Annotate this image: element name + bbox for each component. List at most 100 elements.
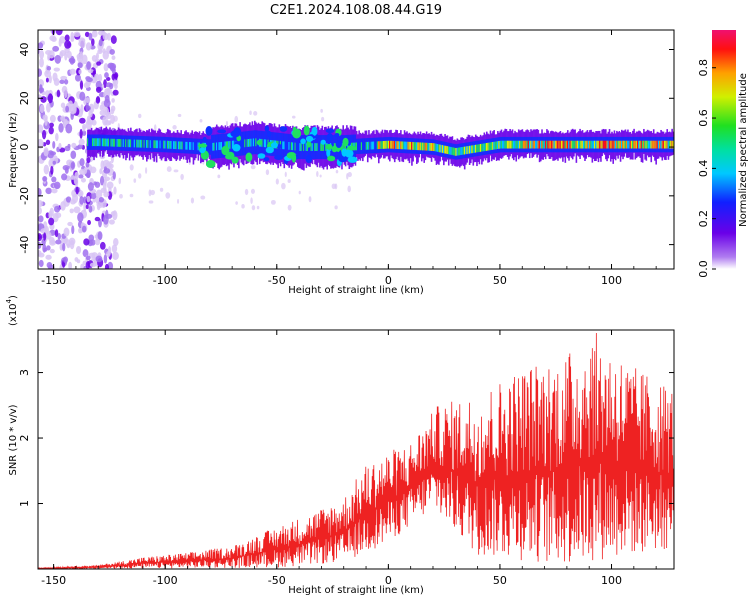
spectrogram-cell	[114, 138, 116, 147]
spectrogram-cell	[596, 140, 599, 149]
spectrogram-cell	[94, 138, 97, 147]
spectrogram-cell	[460, 147, 462, 156]
spectrogram-cell	[438, 144, 440, 153]
spectrogram-cell	[563, 140, 565, 149]
spectrogram-cell	[99, 138, 101, 147]
spectrogram-cell	[112, 138, 115, 147]
spectrogram-cell	[38, 234, 41, 240]
spectrogram-cell	[38, 199, 43, 208]
spectrogram-cell	[429, 142, 432, 151]
spectrogram-cell	[530, 140, 532, 149]
spectrogram-cell	[542, 140, 545, 149]
spectrogram-cell	[242, 139, 245, 148]
spectrogram-cell	[177, 199, 180, 204]
spectrogram-cell	[77, 62, 83, 68]
spectrogram-cell	[662, 140, 665, 149]
spectrogram-cell	[86, 156, 91, 164]
spectrogram-cell	[476, 144, 478, 153]
spectrogram-cell	[38, 138, 44, 149]
spectrogram-cell	[57, 232, 61, 240]
spectrogram-cell	[638, 140, 640, 149]
spectrogram-cell	[159, 140, 162, 149]
spectrogram-cell	[78, 138, 85, 146]
spectrogram-cell	[200, 195, 206, 200]
spectrogram-cell	[44, 117, 48, 126]
spectrogram-cell	[88, 109, 93, 118]
spectrogram-cell	[103, 168, 111, 174]
spectrogram-cell	[88, 252, 96, 258]
spectrogram-cell	[79, 196, 84, 205]
spectrogram-cell	[319, 143, 321, 151]
spectrogram-cell	[52, 160, 56, 165]
spectrogram-cell	[256, 205, 260, 210]
spectrogram-cell	[231, 140, 234, 149]
spectrogram-cell	[611, 140, 613, 149]
spectrogram-cell	[602, 140, 605, 149]
spectrogram-cell	[320, 108, 323, 113]
spectrogram-cell	[155, 140, 158, 149]
spectrogram-cell	[85, 42, 92, 51]
spectrogram-cell	[68, 57, 75, 63]
spectrogram-cell	[79, 38, 86, 49]
snr-xlabel: Height of straight line (km)	[288, 585, 424, 596]
spectrogram-cell	[376, 141, 379, 150]
snr-multiplier: (x104)	[5, 295, 19, 326]
spectrogram-cell	[651, 140, 654, 149]
spectrogram-cell	[331, 183, 337, 190]
spectrogram-cell	[38, 68, 43, 77]
spectrogram-cell	[465, 146, 467, 155]
spectrogram-cell	[144, 139, 147, 148]
spectrogram-cell	[344, 143, 347, 151]
spectrogram-cell	[663, 140, 666, 149]
spectrogram-cell	[246, 139, 249, 147]
spectrogram-cell	[365, 141, 368, 150]
spectrogram-cell	[485, 143, 488, 151]
spectrogram-cell	[138, 173, 142, 179]
spectrogram-cell	[308, 196, 312, 203]
snr-xtick-label: 100	[601, 574, 622, 587]
spectrogram-cell	[56, 89, 61, 98]
spectrogram-cell	[103, 138, 105, 147]
spectrogram-cell	[43, 164, 50, 175]
spectrogram-cell	[82, 130, 87, 136]
spectrogram-cell	[108, 219, 115, 225]
spectrogram-cell	[636, 140, 639, 149]
spectrogram-cell	[107, 138, 110, 147]
spectrogram-cell	[113, 79, 117, 85]
spectrogram-cell	[265, 169, 270, 176]
snr-xtick-label: -50	[268, 574, 286, 587]
spectrogram-cell	[176, 141, 179, 150]
spectrogram-cell	[671, 140, 673, 149]
spectrogram-cell	[253, 111, 258, 116]
spectrogram-cell	[648, 140, 650, 149]
spectrogram-cell	[62, 118, 66, 128]
spectrogram-cell	[45, 77, 49, 83]
spectrogram-cell	[505, 140, 508, 149]
spectrogram-cell	[640, 140, 643, 149]
spectrogram-cell	[73, 175, 79, 185]
spectrogram-cell	[554, 140, 557, 149]
spectrogram-cell	[171, 141, 174, 149]
spectrogram-cell	[60, 75, 68, 80]
spectrogram-cell	[55, 239, 62, 245]
spectrogram-cell	[235, 201, 238, 205]
spectrogram-cell	[500, 140, 503, 149]
spectrogram-cell	[87, 220, 91, 226]
spectrogram-cell	[67, 143, 71, 149]
spectrogram-cell	[54, 54, 61, 64]
spectrogram-cell	[511, 140, 514, 149]
spectrogram-cell	[384, 140, 386, 149]
spectrogram-cell	[304, 143, 306, 151]
spectrogram-cell	[346, 143, 348, 151]
spectrogram-xtick-label: 50	[493, 274, 507, 287]
spectrogram-cell	[88, 32, 93, 41]
spectrogram-cell	[38, 259, 44, 268]
spectrogram-cell	[254, 138, 256, 147]
spectrogram-xtick-label: -150	[41, 274, 66, 287]
spectrogram-cell	[431, 143, 434, 151]
spectrogram-cell	[656, 140, 659, 149]
snr-multiplier-exp: 4	[5, 298, 13, 303]
spectrogram-cell	[95, 255, 103, 263]
spectrogram-cell	[249, 138, 251, 147]
spectrogram-cell	[535, 140, 537, 149]
